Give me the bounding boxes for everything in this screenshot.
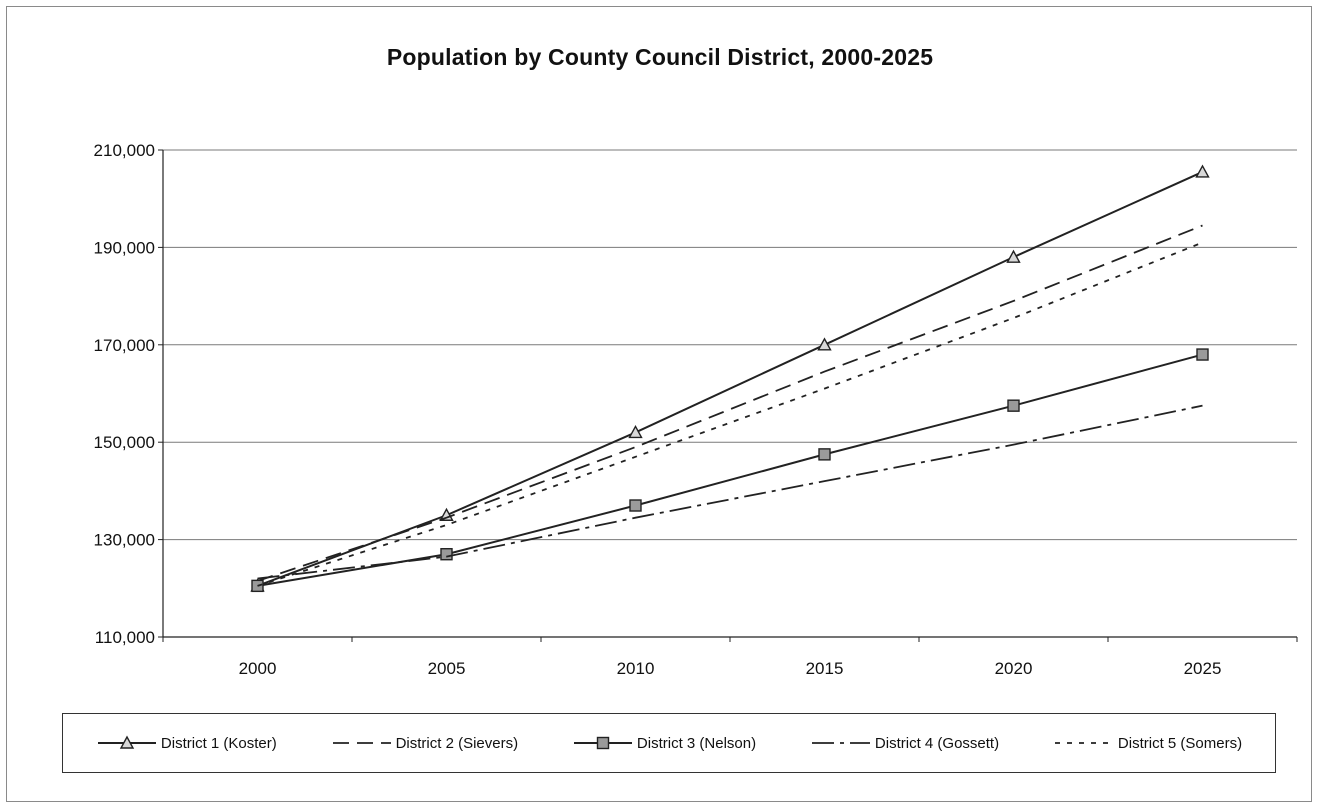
data-point-district-1 [817,337,832,351]
legend-swatch [811,742,870,744]
y-tick-label: 150,000 [94,433,155,452]
legend-label: District 1 (Koster) [160,734,277,752]
series-line-district-1 [257,171,1203,587]
data-point-district-1 [628,424,643,439]
y-tick-label: 130,000 [94,531,155,550]
x-tick-label: 2020 [995,659,1033,678]
data-point-district-3 [1196,348,1209,361]
y-tick-label: 170,000 [94,336,155,355]
series-line-district-2 [257,224,1203,582]
y-tick-label: 210,000 [94,141,155,160]
data-point-district-3 [818,448,831,461]
x-tick-label: 2005 [428,659,466,678]
data-point-district-3 [629,499,642,512]
legend-item-district-3: District 3 (Nelson) [572,735,756,752]
chart-legend: District 1 (Koster) District 2 (Sievers) D… [62,713,1276,773]
y-tick-label: 110,000 [95,628,155,647]
series-line-district-4 [257,404,1203,580]
x-tick-label: 2025 [1184,659,1222,678]
chart-title: Population by County Council District, 2… [386,44,934,70]
legend-swatch [1054,742,1113,744]
data-point-district-1 [1195,164,1210,178]
legend-label: District 3 (Nelson) [636,734,757,752]
x-tick-label: 2010 [617,659,655,678]
x-tick-label: 2000 [239,659,277,678]
legend-item-district-1: District 1 (Koster) [96,735,277,752]
legend-marker [596,736,610,750]
legend-swatch [332,742,391,744]
chart-frame [6,6,1312,802]
data-point-district-3 [1007,399,1020,412]
legend-marker [119,735,135,749]
y-tick-label: 190,000 [94,238,155,257]
legend-label: District 4 (Gossett) [874,734,1000,752]
x-tick-label: 2015 [806,659,844,678]
legend-item-district-2: District 2 (Sievers) [331,734,519,752]
data-point-district-3 [440,548,453,561]
legend-swatch [97,735,156,749]
legend-item-district-4: District 4 (Gossett) [810,735,999,752]
data-point-district-1 [1006,249,1021,263]
legend-label: District 5 (Somers) [1117,734,1243,752]
legend-label: District 2 (Sievers) [395,734,519,752]
legend-swatch [573,736,632,750]
legend-item-district-5: District 5 (Somers) [1053,735,1242,752]
